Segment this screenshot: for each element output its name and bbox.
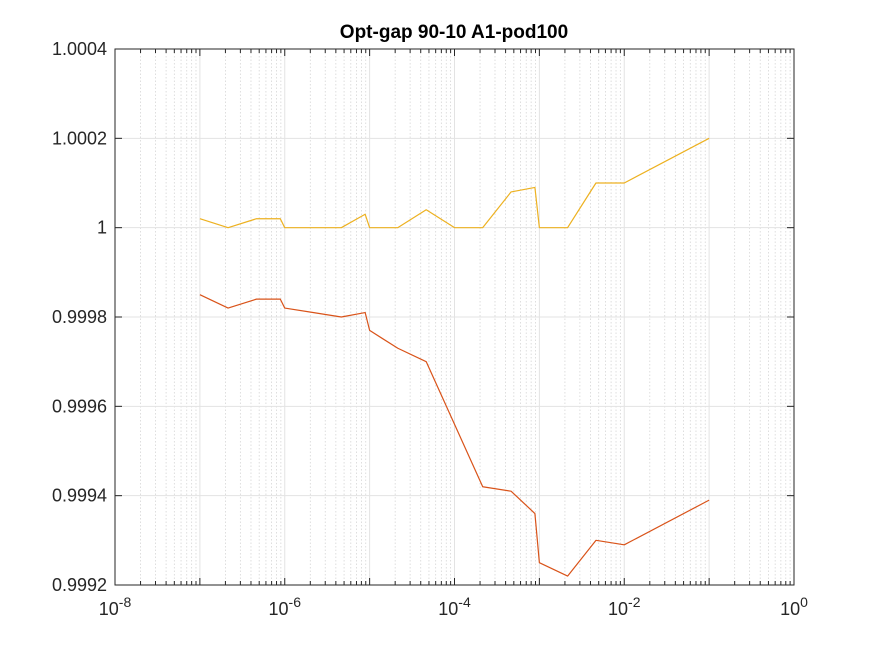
- series-layer: [199, 137, 710, 577]
- x-tick-label: 100: [780, 594, 808, 619]
- y-tick-label: 0.9998: [52, 307, 107, 327]
- y-tick-label: 0.9994: [52, 486, 107, 506]
- x-tick-label: 10-6: [269, 594, 302, 619]
- series-line-2: [199, 137, 710, 229]
- chart-title: Opt-gap 90-10 A1-pod100: [340, 22, 568, 43]
- tick-labels: 0.9992 0.9994 0.9996 0.9998 1 1.0002 1.0004 10-…: [52, 39, 808, 619]
- x-tick-label: 10-4: [438, 594, 471, 619]
- y-tick-label: 0.9996: [52, 396, 107, 416]
- y-tick-label: 1.0004: [52, 39, 107, 59]
- x-tick-label: 10-2: [608, 594, 641, 619]
- y-tick-label: 1.0002: [52, 128, 107, 148]
- x-tick-label: 10-8: [99, 594, 132, 619]
- y-tick-label: 1: [97, 218, 107, 238]
- axes: [114, 48, 795, 586]
- major-grid: [114, 48, 795, 586]
- y-tick-label: 0.9992: [52, 575, 107, 595]
- series-line-1: [199, 294, 710, 577]
